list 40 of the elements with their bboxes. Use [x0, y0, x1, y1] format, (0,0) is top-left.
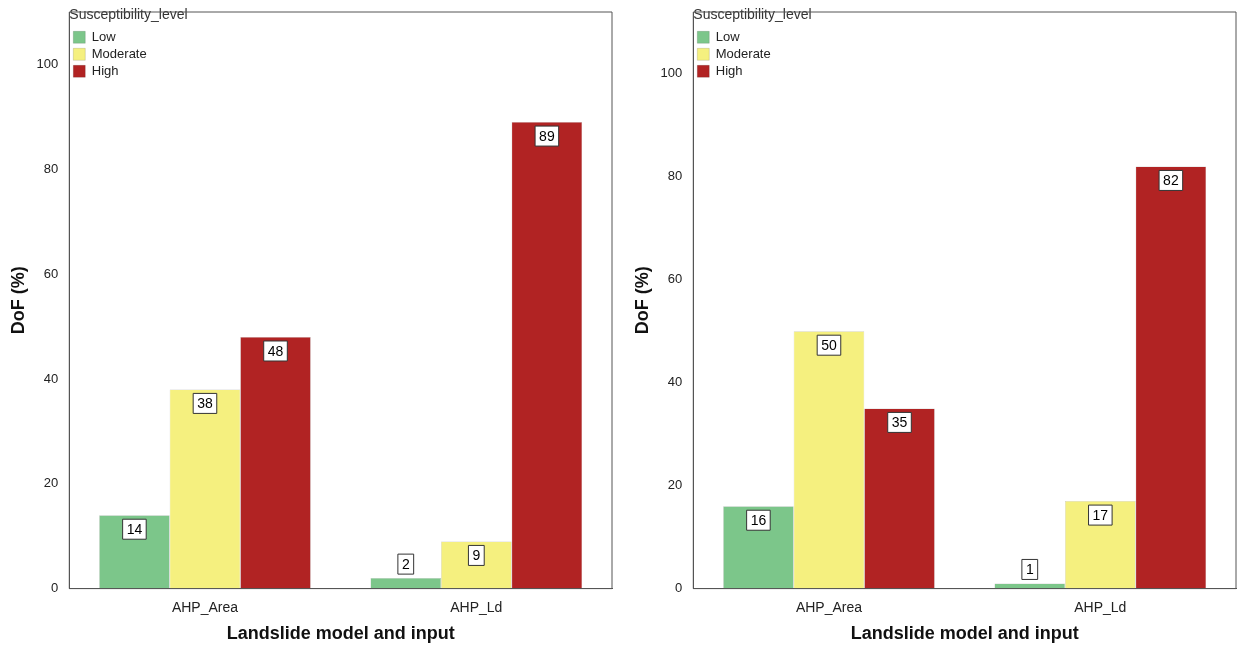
data-label: 89 — [539, 127, 555, 144]
data-label: 50 — [821, 337, 837, 354]
data-label: 35 — [891, 414, 908, 431]
x-axis-title: Landslide model and input — [850, 623, 1079, 644]
x-tick-label: AHP_Ld — [450, 598, 503, 615]
y-axis-title: DoF (%) — [631, 266, 652, 335]
y-tick-label: 80 — [667, 168, 683, 184]
y-tick-label: 100 — [660, 65, 683, 81]
y-tick-label: 0 — [51, 580, 59, 596]
data-label: 82 — [1163, 172, 1179, 189]
data-label: 1 — [1025, 561, 1034, 578]
legend-label: Low — [91, 28, 117, 44]
data-label: 48 — [267, 342, 284, 359]
y-axis-title: DoF (%) — [7, 266, 28, 335]
y-tick-label: 40 — [43, 370, 59, 386]
y-tick-label: 80 — [43, 160, 59, 176]
data-label: 2 — [401, 555, 410, 572]
x-tick-label: AHP_Area — [795, 598, 863, 615]
data-label: 9 — [472, 547, 481, 564]
y-tick-label: 20 — [43, 475, 59, 491]
legend-label: Moderate — [91, 45, 147, 61]
y-tick-label: 0 — [675, 580, 683, 596]
legend-label: Moderate — [715, 45, 771, 61]
legend-title: Susceptibility_level — [69, 5, 188, 22]
legend-label: High — [91, 62, 119, 78]
data-label: 38 — [197, 395, 213, 412]
y-tick-label: 100 — [36, 56, 59, 71]
data-label: 17 — [1092, 506, 1109, 523]
data-label: 14 — [126, 521, 143, 538]
x-axis-title: Landslide model and input — [226, 623, 455, 644]
data-label: 16 — [750, 512, 767, 529]
legend-label: High — [715, 62, 743, 78]
y-tick-label: 60 — [43, 265, 59, 281]
legend-label: Low — [715, 28, 741, 44]
y-tick-label: 60 — [667, 271, 683, 287]
y-tick-label: 40 — [667, 374, 683, 390]
x-tick-label: AHP_Ld — [1074, 598, 1127, 615]
y-tick-label: 20 — [667, 477, 683, 493]
legend-title: Susceptibility_level — [693, 5, 812, 22]
x-tick-label: AHP_Area — [171, 598, 239, 615]
